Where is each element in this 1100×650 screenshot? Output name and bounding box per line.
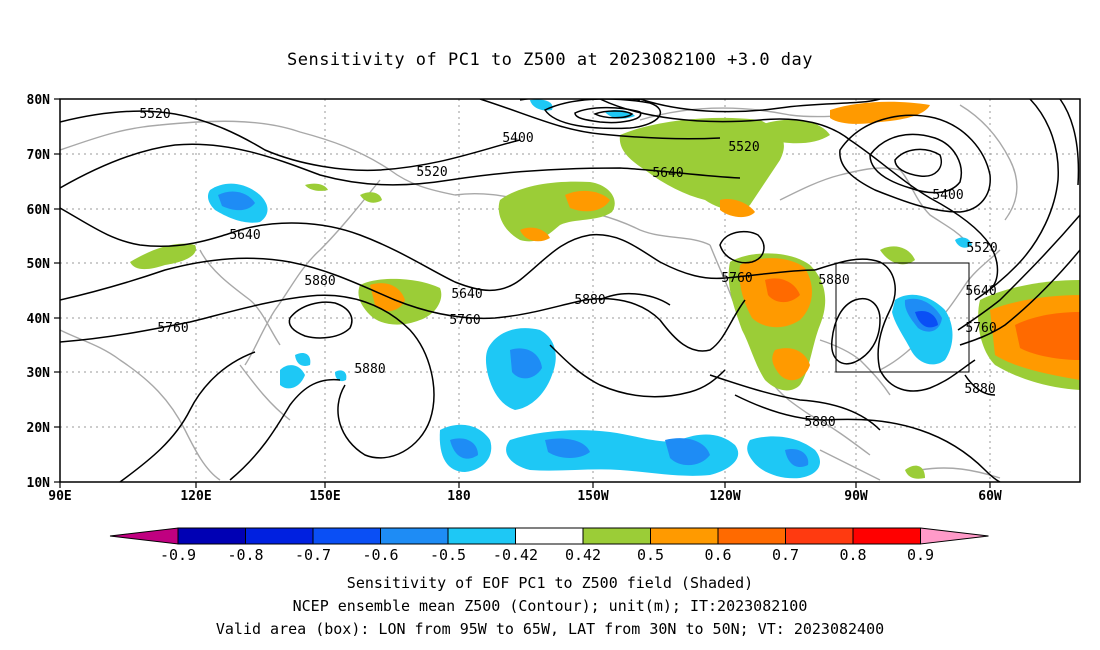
caption-contour: NCEP ensemble mean Z500 (Contour); unit(… bbox=[292, 597, 808, 615]
latitude-labels: 80N 70N 60N 50N 40N 30N 20N 10N bbox=[27, 93, 51, 491]
colorbar-left-arrow bbox=[109, 527, 179, 545]
valid-area-box bbox=[835, 262, 970, 373]
contour-label: 5760 bbox=[157, 321, 188, 336]
colorbar-label: 0.6 bbox=[704, 546, 731, 564]
colorbar-box bbox=[785, 527, 854, 545]
colorbar-box bbox=[515, 527, 584, 545]
lat-tick-label: 20N bbox=[27, 421, 51, 436]
contour-label: 5760 bbox=[965, 321, 996, 336]
lat-tick-label: 70N bbox=[27, 148, 51, 163]
contour-label: 5520 bbox=[728, 140, 759, 155]
negative-shading bbox=[207, 99, 972, 479]
colorbar-box bbox=[582, 527, 651, 545]
contour-label: 5880 bbox=[354, 362, 385, 377]
contour-label: 5760 bbox=[449, 313, 480, 328]
lat-tick-label: 10N bbox=[27, 476, 51, 491]
lon-tick-label: 60W bbox=[978, 489, 1002, 504]
contour-label: 5640 bbox=[451, 287, 482, 302]
contour-label: 5880 bbox=[304, 274, 335, 289]
colorbar-label: 0.7 bbox=[772, 546, 799, 564]
colorbar-box bbox=[245, 527, 314, 545]
colorbar-label: -0.9 bbox=[160, 546, 196, 564]
colorbar-box bbox=[380, 527, 449, 545]
contour-label: 5640 bbox=[652, 166, 683, 181]
map-frame bbox=[59, 98, 1081, 483]
colorbar-label: -0.8 bbox=[227, 546, 263, 564]
colorbar bbox=[109, 527, 989, 545]
colorbar-label: 0.9 bbox=[907, 546, 934, 564]
lat-tick-label: 60N bbox=[27, 203, 51, 218]
colorbar-label: 0.5 bbox=[637, 546, 664, 564]
chart-title: Sensitivity of PC1 to Z500 at 2023082100… bbox=[286, 50, 813, 70]
lon-tick-label: 150E bbox=[309, 489, 340, 504]
contour-label: 5640 bbox=[965, 284, 996, 299]
contour-label: 5880 bbox=[818, 273, 849, 288]
positive-shading bbox=[130, 101, 1080, 479]
lon-tick-label: 90E bbox=[48, 489, 71, 504]
colorbar-box bbox=[177, 527, 246, 545]
colorbar-label: -0.5 bbox=[430, 546, 466, 564]
contour-label: 5520 bbox=[966, 241, 997, 256]
contour-label: 5520 bbox=[139, 107, 170, 122]
lon-tick-label: 120W bbox=[709, 489, 740, 504]
contour-labels: 5520 5400 5520 5640 5520 5400 5640 5520 … bbox=[139, 107, 997, 430]
colorbar-box bbox=[312, 527, 381, 545]
colorbar-right-arrow bbox=[920, 527, 989, 545]
plot-background bbox=[60, 99, 1080, 482]
longitude-labels: 90E 120E 150E 180 150W 120W 90W 60W bbox=[48, 489, 1002, 504]
lon-tick-label: 180 bbox=[447, 489, 471, 504]
map-layers: 5520 5400 5520 5640 5520 5400 5640 5520 … bbox=[60, 99, 1080, 482]
colorbar-labels: -0.9 -0.8 -0.7 -0.6 -0.5 -0.42 0.42 0.5 0.6 0.7 0.… bbox=[160, 546, 934, 564]
shading bbox=[130, 99, 1080, 479]
contour-label: 5640 bbox=[229, 228, 260, 243]
contour-label: 5760 bbox=[721, 271, 752, 286]
lat-tick-label: 40N bbox=[27, 312, 51, 327]
contour-label: 5400 bbox=[502, 131, 533, 146]
lat-tick-label: 30N bbox=[27, 366, 51, 381]
colorbar-label: -0.7 bbox=[295, 546, 331, 564]
lon-tick-label: 150W bbox=[577, 489, 608, 504]
caption-shading: Sensitivity of EOF PC1 to Z500 field (Sh… bbox=[346, 574, 754, 592]
contour-label: 5880 bbox=[964, 382, 995, 397]
axis-ticks bbox=[54, 98, 991, 488]
colorbar-box bbox=[717, 527, 786, 545]
colorbar-label: -0.42 bbox=[493, 546, 538, 564]
z500-contours bbox=[60, 99, 1080, 482]
lon-tick-label: 120E bbox=[180, 489, 211, 504]
colorbar-label: -0.6 bbox=[362, 546, 398, 564]
contour-label: 5520 bbox=[416, 165, 447, 180]
colorbar-box bbox=[650, 527, 719, 545]
lon-tick-label: 90W bbox=[844, 489, 868, 504]
colorbar-box bbox=[447, 527, 516, 545]
contour-label: 5880 bbox=[574, 293, 605, 308]
lat-tick-label: 50N bbox=[27, 257, 51, 272]
colorbar-label: 0.8 bbox=[839, 546, 866, 564]
lat-tick-label: 80N bbox=[27, 93, 51, 108]
colorbar-box bbox=[852, 527, 921, 545]
contour-label: 5880 bbox=[804, 415, 835, 430]
colorbar-label: 0.42 bbox=[565, 546, 601, 564]
caption-valid-area: Valid area (box): LON from 95W to 65W, L… bbox=[215, 620, 885, 638]
contour-label: 5400 bbox=[932, 188, 963, 203]
